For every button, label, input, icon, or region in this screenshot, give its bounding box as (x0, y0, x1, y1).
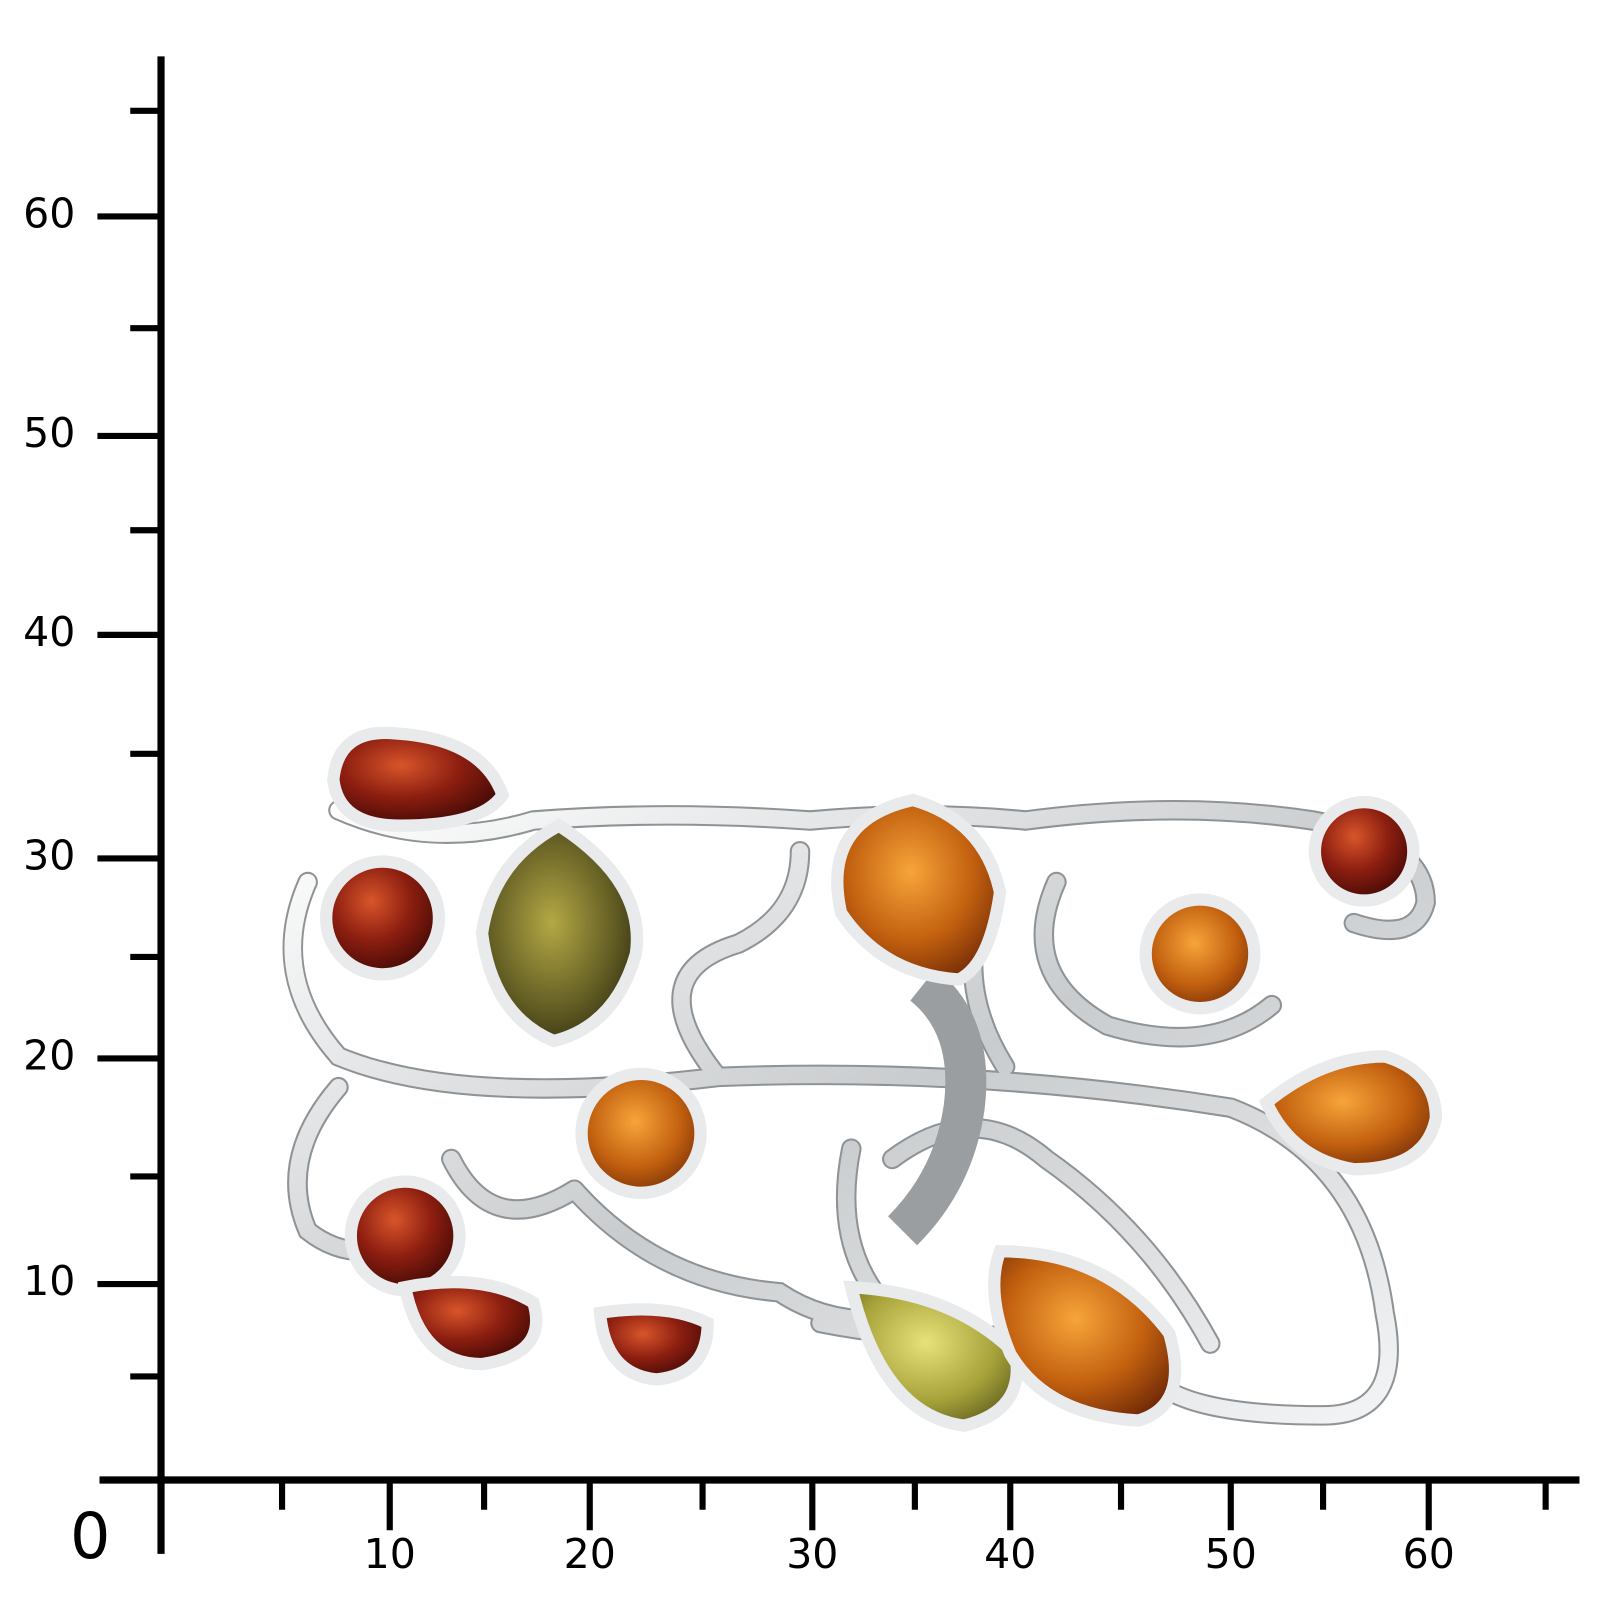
y-tick-label: 60 (23, 189, 75, 237)
x-tick-label: 30 (786, 1530, 838, 1578)
x-tick-label: 50 (1205, 1530, 1257, 1578)
y-tick-label: 40 (23, 608, 75, 656)
y-tick-label: 30 (23, 831, 75, 879)
x-tick-label: 20 (564, 1530, 616, 1578)
ring-frame (282, 799, 1436, 1426)
y-tick-label: 20 (23, 1031, 75, 1079)
amber-stones (320, 726, 1443, 1432)
x-tick-label: 40 (984, 1530, 1036, 1578)
x-tick-label: 10 (364, 1530, 416, 1578)
scale: 0 (70, 56, 1580, 1573)
y-tick-label: 50 (23, 409, 75, 457)
origin-label: 0 (70, 1499, 110, 1573)
y-tick-label: 10 (23, 1257, 75, 1305)
x-tick-label: 60 (1403, 1530, 1455, 1578)
